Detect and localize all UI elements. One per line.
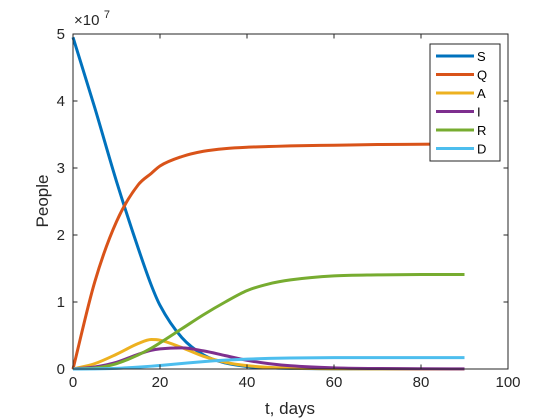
- y-multiplier-exponent: 7: [104, 9, 110, 21]
- legend-box: [429, 43, 501, 162]
- axes-box: [72, 33, 509, 370]
- x-axis-label: t, days: [265, 399, 315, 418]
- axes-layer: [72, 33, 509, 370]
- y-tick-label: 0: [57, 361, 65, 378]
- legend-label-A: A: [477, 86, 486, 101]
- ticks-layer: 0 20 40 60 80 100 0 1 2 3 4 5: [57, 26, 521, 391]
- legend-label-I: I: [477, 105, 481, 120]
- y-tick-label: 3: [57, 160, 65, 177]
- x-tick-label: 100: [495, 374, 520, 391]
- x-tick-label: 0: [69, 374, 77, 391]
- series-line-D: [72, 356, 465, 371]
- x-tick-label: 20: [152, 374, 169, 391]
- legend-label-S: S: [477, 49, 486, 64]
- x-tick-label: 40: [239, 374, 256, 391]
- series-line-Q: [71, 142, 465, 370]
- y-multiplier-base: ×10: [74, 12, 99, 29]
- y-tick-label: 4: [57, 93, 65, 110]
- legend-label-Q: Q: [477, 68, 487, 83]
- y-tick-label: 2: [57, 227, 65, 244]
- series-line-R: [72, 273, 465, 371]
- y-tick-label: 1: [57, 294, 65, 311]
- y-multiplier: ×10 7: [74, 9, 110, 29]
- x-tick-label: 60: [326, 374, 343, 391]
- legend-label-R: R: [477, 123, 486, 138]
- x-tick-label: 80: [413, 374, 430, 391]
- y-axis-label: People: [33, 175, 52, 228]
- legend-label-D: D: [477, 142, 486, 157]
- y-tick-label: 5: [57, 26, 65, 43]
